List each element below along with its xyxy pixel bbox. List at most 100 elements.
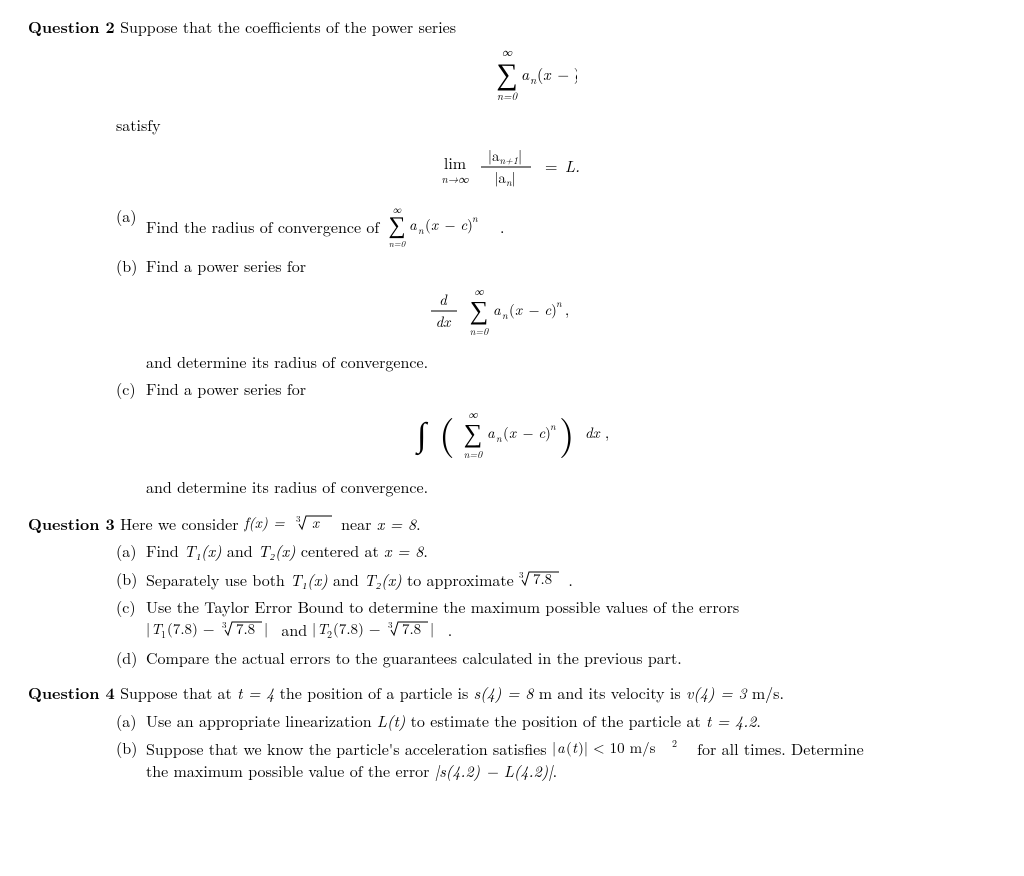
- svg-text:a: a: [487, 422, 495, 443]
- q4a-t42: t = 4.2: [706, 709, 756, 732]
- q3d-text: Compare the actual errors to the guarant…: [146, 647, 996, 669]
- q3-part-c: (c) Use the Taylor Error Bound to determ…: [116, 596, 996, 640]
- svg-text:3: 3: [296, 512, 301, 525]
- question-2-title: Question 2: [28, 15, 115, 38]
- q4b-line2-prefix: the maximum possible value of the error: [146, 759, 435, 782]
- item-label: (c): [116, 596, 146, 640]
- q4-s4: s(4) = 8: [474, 681, 534, 704]
- svg-text:): ): [559, 408, 575, 460]
- svg-text:|: |: [146, 618, 150, 639]
- svg-text:n=0: n=0: [464, 447, 483, 461]
- q4a-suffix: .: [756, 709, 760, 732]
- svg-text:x − c: x − c: [543, 62, 577, 85]
- q4-intro-mid1: the position of a particle is: [274, 681, 473, 704]
- q4-v4: v(4) = 3: [686, 681, 747, 704]
- q4-t4: t = 4: [237, 681, 274, 704]
- q2-limit-display: lim n→∞ |an+1| |an| = L.: [28, 143, 996, 193]
- q3-part-b: (b) Separately use both T₁(x) and T₂(x) …: [116, 568, 996, 591]
- svg-text:n: n: [550, 419, 556, 433]
- svg-text:x: x: [312, 512, 320, 533]
- svg-text:(: (: [509, 299, 515, 320]
- question-2-header: Question 2 Suppose that the coefficients…: [28, 16, 996, 38]
- svg-text:): ): [574, 62, 577, 85]
- svg-text:=: =: [545, 154, 557, 177]
- svg-text:2: 2: [672, 737, 677, 750]
- svg-text:|: |: [552, 737, 556, 758]
- svg-text:7.8: 7.8: [236, 618, 255, 639]
- svg-text:a: a: [409, 214, 417, 235]
- q4a-Lt: L(t): [377, 709, 405, 732]
- q2-part-a: (a) Find the radius of convergence of ∞ …: [116, 205, 996, 249]
- svg-text:3: 3: [222, 618, 227, 631]
- svg-text:|: |: [264, 618, 268, 639]
- svg-text:n→∞: n→∞: [442, 172, 470, 187]
- q3a-after: centered at: [296, 539, 384, 562]
- q4b-mid: for all times. Determine: [697, 737, 864, 760]
- q3a-T2: T₂(x): [258, 539, 296, 562]
- q3b-mid: and: [328, 568, 364, 591]
- svg-text:n: n: [496, 431, 502, 445]
- svg-text:|: |: [312, 618, 316, 639]
- svg-text:(: (: [503, 422, 509, 443]
- svg-text:n: n: [556, 296, 562, 310]
- svg-text:lim: lim: [444, 151, 466, 174]
- q3b-cuberoot: 3 7.8: [519, 568, 568, 591]
- q3b-after: to approximate: [402, 568, 519, 591]
- svg-text:|an+1|: |an+1|: [488, 145, 522, 167]
- q3b-suffix: .: [568, 568, 572, 591]
- q3-part-a: (a) Find T₁(x) and T₂(x) centered at x =…: [116, 540, 996, 562]
- svg-text:7.8: 7.8: [533, 568, 552, 589]
- svg-text:n: n: [418, 223, 424, 237]
- svg-text:x − c: x − c: [431, 214, 468, 235]
- q3c-suffix: .: [448, 618, 452, 641]
- svg-text:,: ,: [605, 422, 609, 443]
- svg-text:(7.8) −: (7.8) −: [167, 618, 215, 639]
- svg-text:1: 1: [161, 627, 166, 640]
- q3-intro-suffix: .: [416, 512, 420, 535]
- item-label: (a): [116, 205, 146, 249]
- q2-satisfy: satisfy: [116, 114, 996, 136]
- question-2-intro: Suppose that the coefficients of the pow…: [120, 15, 456, 38]
- q2b-tail: and determine its radius of convergence.: [146, 351, 996, 373]
- svg-text:(: (: [425, 214, 431, 235]
- svg-text:dx: dx: [436, 311, 452, 332]
- svg-text:d: d: [439, 289, 448, 310]
- svg-text:)| < 10 m/s: )| < 10 m/s: [578, 737, 656, 758]
- svg-text:∑: ∑: [388, 206, 405, 240]
- item-label: (c): [116, 378, 146, 400]
- question-3-header: Question 3 Here we consider f(x) = 3 x n…: [28, 512, 996, 535]
- q4-part-b: (b) Suppose that we know the particle's …: [116, 737, 996, 781]
- q3-part-d: (d) Compare the actual errors to the gua…: [116, 647, 996, 669]
- q2a-text-suffix: .: [500, 215, 504, 238]
- svg-text:a: a: [493, 299, 501, 320]
- q4-part-a: (a) Use an appropriate linearization L(t…: [116, 710, 996, 732]
- svg-text:x − c: x − c: [515, 299, 552, 320]
- svg-text:dx: dx: [585, 422, 601, 443]
- q3a-mid: and: [222, 539, 258, 562]
- svg-text:L.: L.: [565, 154, 580, 177]
- svg-text:n: n: [530, 73, 537, 88]
- question-4-header: Question 4 Suppose that at t = 4 the pos…: [28, 682, 996, 704]
- q2-part-c: (c) Find a power series for: [116, 378, 996, 400]
- svg-text:n: n: [502, 308, 508, 322]
- q2-series-display: ∞ ∑ n=0 a n ( x − c ) n: [28, 46, 996, 102]
- item-label: (b): [116, 737, 146, 781]
- q3a-prefix: Find: [146, 539, 184, 562]
- q2-part-b: (b) Find a power series for: [116, 255, 996, 277]
- svg-text:,: ,: [565, 299, 569, 320]
- svg-text:n: n: [472, 211, 478, 225]
- q4-intro-mid2: m and its velocity is: [533, 681, 686, 704]
- svg-text:3: 3: [519, 568, 524, 581]
- item-label: (a): [116, 710, 146, 732]
- svg-text:(: (: [439, 408, 455, 460]
- q3c-err2: | T 2 (7.8) − 3 7.8 |: [312, 618, 447, 641]
- svg-text:7.8: 7.8: [402, 618, 421, 639]
- question-4-title: Question 4: [28, 681, 115, 704]
- svg-text:a: a: [557, 737, 565, 758]
- q4b-suffix: .: [553, 759, 557, 782]
- q4a-prefix: Use an appropriate linearization: [146, 709, 377, 732]
- q3b-prefix: Separately use both: [146, 568, 290, 591]
- q3b-T1: T₁(x): [290, 568, 328, 591]
- q4b-accel: | a ( t )| < 10 m/s 2: [552, 737, 697, 760]
- item-label: (a): [116, 540, 146, 562]
